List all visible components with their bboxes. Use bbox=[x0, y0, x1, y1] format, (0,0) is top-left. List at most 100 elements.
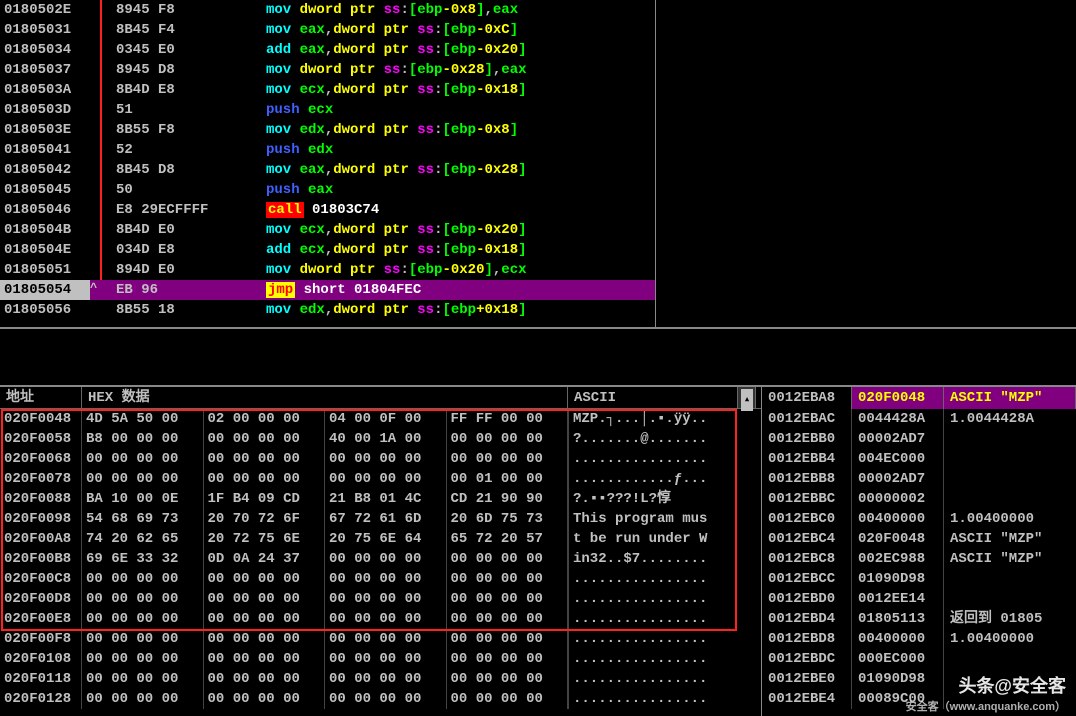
dump-header-hex: HEX 数据 bbox=[82, 387, 568, 408]
dump-row[interactable]: 020F00B869 6E 33 320D 0A 24 3700 00 00 0… bbox=[0, 549, 761, 569]
dump-row[interactable]: 020F010800 00 00 0000 00 00 0000 00 00 0… bbox=[0, 649, 761, 669]
dump-row[interactable]: 020F0088BA 10 00 0E1F B4 09 CD21 B8 01 4… bbox=[0, 489, 761, 509]
stack-comment: ASCII "MZP" bbox=[944, 549, 1076, 569]
stack-row[interactable]: 0012EBBC00000002 bbox=[762, 489, 1076, 509]
stack-row[interactable]: 0012EBB000002AD7 bbox=[762, 429, 1076, 449]
disasm-bytes: 52 bbox=[112, 140, 262, 160]
disasm-bytes: 894D E0 bbox=[112, 260, 262, 280]
dump-ascii: t be run under W bbox=[568, 529, 738, 549]
dump-hex: 4D 5A 50 0002 00 00 0004 00 0F 00FF FF 0… bbox=[82, 409, 568, 429]
disasm-row[interactable]: 0180504E034D E8add ecx,dword ptr ss:[ebp… bbox=[0, 240, 655, 260]
disasm-marks bbox=[90, 200, 112, 220]
dump-row[interactable]: 020F009854 68 69 7320 70 72 6F67 72 61 6… bbox=[0, 509, 761, 529]
stack-addr: 0012EBC8 bbox=[762, 549, 852, 569]
disasm-row[interactable]: 0180502E8945 F8mov dword ptr ss:[ebp-0x8… bbox=[0, 0, 655, 20]
stack-row[interactable]: 0012EBCC01090D98 bbox=[762, 569, 1076, 589]
disasm-row[interactable]: 0180503D51push ecx bbox=[0, 100, 655, 120]
disasm-bytes: 8B4D E8 bbox=[112, 80, 262, 100]
bottom-pane: 地址 HEX 数据 ASCII 020F00484D 5A 50 0002 00… bbox=[0, 387, 1076, 716]
dump-header-addr: 地址 bbox=[0, 387, 82, 408]
disasm-addr: 01805034 bbox=[0, 40, 90, 60]
disasm-row[interactable]: 0180504B8B4D E0mov ecx,dword ptr ss:[ebp… bbox=[0, 220, 655, 240]
dump-row[interactable]: 020F012800 00 00 0000 00 00 0000 00 00 0… bbox=[0, 689, 761, 709]
disasm-row[interactable]: 0180503A8B4D E8mov ecx,dword ptr ss:[ebp… bbox=[0, 80, 655, 100]
stack-val: 0044428A bbox=[852, 409, 944, 429]
disasm-row[interactable]: 0180503E8B55 F8mov edx,dword ptr ss:[ebp… bbox=[0, 120, 655, 140]
disasm-marks bbox=[90, 240, 112, 260]
dump-row[interactable]: 020F007800 00 00 0000 00 00 0000 00 00 0… bbox=[0, 469, 761, 489]
disasm-row[interactable]: 018050340345 E0add eax,dword ptr ss:[ebp… bbox=[0, 40, 655, 60]
dump-hex: 00 00 00 0000 00 00 0000 00 00 0000 00 0… bbox=[82, 589, 568, 609]
stack-row[interactable]: 0012EBAC0044428A1.0044428A bbox=[762, 409, 1076, 429]
disasm-row[interactable]: 0180504550push eax bbox=[0, 180, 655, 200]
disasm-addr: 0180503D bbox=[0, 100, 90, 120]
stack-val: 01090D98 bbox=[852, 669, 944, 689]
stack-row[interactable]: 0012EBD00012EE14 bbox=[762, 589, 1076, 609]
stack-addr: 0012EBB4 bbox=[762, 449, 852, 469]
dump-hex: B8 00 00 0000 00 00 0040 00 1A 0000 00 0… bbox=[82, 429, 568, 449]
dump-ascii: ?.▪▪???!L?惇 bbox=[568, 489, 738, 509]
stack-comment bbox=[944, 449, 1076, 469]
stack-comment bbox=[944, 469, 1076, 489]
disasm-instr: mov dword ptr ss:[ebp-0x8],eax bbox=[262, 0, 655, 20]
hex-dump-pane[interactable]: 地址 HEX 数据 ASCII 020F00484D 5A 50 0002 00… bbox=[0, 387, 762, 716]
dump-ascii: ................ bbox=[568, 449, 738, 469]
disasm-instr: mov edx,dword ptr ss:[ebp+0x18] bbox=[262, 300, 655, 320]
dump-body[interactable]: 020F00484D 5A 50 0002 00 00 0004 00 0F 0… bbox=[0, 409, 761, 709]
disasm-row[interactable]: 01805054^EB 96jmp short 01804FEC bbox=[0, 280, 655, 300]
disasm-addr: 0180504E bbox=[0, 240, 90, 260]
disasm-bytes: 8B45 D8 bbox=[112, 160, 262, 180]
disassembly-pane: 0180502E8945 F8mov dword ptr ss:[ebp-0x8… bbox=[0, 0, 1076, 329]
stack-addr: 0012EBC0 bbox=[762, 509, 852, 529]
disasm-row[interactable]: 01805051894D E0mov dword ptr ss:[ebp-0x2… bbox=[0, 260, 655, 280]
disasm-row[interactable]: 018050428B45 D8mov eax,dword ptr ss:[ebp… bbox=[0, 160, 655, 180]
dump-scroll-up[interactable] bbox=[738, 387, 756, 408]
dump-row[interactable]: 020F00E800 00 00 0000 00 00 0000 00 00 0… bbox=[0, 609, 761, 629]
dump-addr: 020F00B8 bbox=[0, 549, 82, 569]
dump-hex: 00 00 00 0000 00 00 0000 00 00 0000 00 0… bbox=[82, 629, 568, 649]
dump-row[interactable]: 020F0058B8 00 00 0000 00 00 0040 00 1A 0… bbox=[0, 429, 761, 449]
stack-row[interactable]: 0012EBD8004000001.00400000 bbox=[762, 629, 1076, 649]
stack-pane[interactable]: 0012EBA8 020F0048 ASCII "MZP" 0012EBAC00… bbox=[762, 387, 1076, 716]
stack-val: 01805113 bbox=[852, 609, 944, 629]
disassembly-list[interactable]: 0180502E8945 F8mov dword ptr ss:[ebp-0x8… bbox=[0, 0, 656, 329]
dump-ascii: ................ bbox=[568, 569, 738, 589]
dump-row[interactable]: 020F00A874 20 62 6520 72 75 6E20 75 6E 6… bbox=[0, 529, 761, 549]
disasm-instr: mov eax,dword ptr ss:[ebp-0x28] bbox=[262, 160, 655, 180]
disasm-instr: mov eax,dword ptr ss:[ebp-0xC] bbox=[262, 20, 655, 40]
disasm-row[interactable]: 018050318B45 F4mov eax,dword ptr ss:[ebp… bbox=[0, 20, 655, 40]
disasm-instr: add ecx,dword ptr ss:[ebp-0x18] bbox=[262, 240, 655, 260]
stack-header-row: 0012EBA8 020F0048 ASCII "MZP" bbox=[762, 387, 1076, 409]
stack-row[interactable]: 0012EBC8002EC988ASCII "MZP" bbox=[762, 549, 1076, 569]
dump-row[interactable]: 020F011800 00 00 0000 00 00 0000 00 00 0… bbox=[0, 669, 761, 689]
dump-row[interactable]: 020F00D800 00 00 0000 00 00 0000 00 00 0… bbox=[0, 589, 761, 609]
disasm-row[interactable]: 018050568B55 18mov edx,dword ptr ss:[ebp… bbox=[0, 300, 655, 320]
dump-addr: 020F0128 bbox=[0, 689, 82, 709]
disasm-row[interactable]: 01805046E8 29ECFFFFcall 01803C74 bbox=[0, 200, 655, 220]
disasm-instr: push edx bbox=[262, 140, 655, 160]
disasm-addr: 01805054 bbox=[0, 280, 90, 300]
dump-hex: BA 10 00 0E1F B4 09 CD21 B8 01 4CCD 21 9… bbox=[82, 489, 568, 509]
stack-body[interactable]: 0012EBAC0044428A1.0044428A0012EBB000002A… bbox=[762, 409, 1076, 709]
disasm-bytes: E8 29ECFFFF bbox=[112, 200, 262, 220]
dump-row[interactable]: 020F00C800 00 00 0000 00 00 0000 00 00 0… bbox=[0, 569, 761, 589]
stack-row[interactable]: 0012EBB800002AD7 bbox=[762, 469, 1076, 489]
stack-comment bbox=[944, 569, 1076, 589]
stack-comment bbox=[944, 429, 1076, 449]
dump-row[interactable]: 020F00F800 00 00 0000 00 00 0000 00 00 0… bbox=[0, 629, 761, 649]
dump-addr: 020F0068 bbox=[0, 449, 82, 469]
dump-ascii: in32..$7........ bbox=[568, 549, 738, 569]
dump-ascii: ................ bbox=[568, 649, 738, 669]
stack-row[interactable]: 0012EBB4004EC000 bbox=[762, 449, 1076, 469]
stack-row[interactable]: 0012EBC0004000001.00400000 bbox=[762, 509, 1076, 529]
dump-addr: 020F0118 bbox=[0, 669, 82, 689]
disasm-row[interactable]: 0180504152push edx bbox=[0, 140, 655, 160]
stack-row[interactable]: 0012EBDC000EC000 bbox=[762, 649, 1076, 669]
dump-row[interactable]: 020F006800 00 00 0000 00 00 0000 00 00 0… bbox=[0, 449, 761, 469]
stack-row[interactable]: 0012EBC4020F0048ASCII "MZP" bbox=[762, 529, 1076, 549]
stack-row[interactable]: 0012EBD401805113返回到 01805 bbox=[762, 609, 1076, 629]
dump-row[interactable]: 020F00484D 5A 50 0002 00 00 0004 00 0F 0… bbox=[0, 409, 761, 429]
disasm-marks bbox=[90, 160, 112, 180]
disasm-row[interactable]: 018050378945 D8mov dword ptr ss:[ebp-0x2… bbox=[0, 60, 655, 80]
disasm-bytes: 8945 D8 bbox=[112, 60, 262, 80]
